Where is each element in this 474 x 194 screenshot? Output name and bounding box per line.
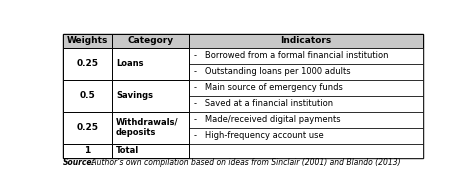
Text: -   Saved at a financial institution: - Saved at a financial institution <box>194 99 334 108</box>
Bar <box>63 34 111 48</box>
Bar <box>189 64 423 80</box>
Bar <box>111 112 189 144</box>
Bar <box>63 112 111 144</box>
Text: -   Outstanding loans per 1000 adults: - Outstanding loans per 1000 adults <box>194 67 351 76</box>
Bar <box>63 80 111 112</box>
Text: -   Made/received digital payments: - Made/received digital payments <box>194 115 341 124</box>
Bar <box>189 112 423 128</box>
Bar <box>63 144 111 158</box>
Text: Loans: Loans <box>116 59 144 68</box>
Text: -   Borrowed from a formal financial institution: - Borrowed from a formal financial insti… <box>194 51 389 60</box>
Text: Total: Total <box>116 146 139 155</box>
Text: 0.5: 0.5 <box>79 91 95 100</box>
Bar <box>111 144 189 158</box>
Text: Category: Category <box>127 36 173 45</box>
Text: Savings: Savings <box>116 91 153 100</box>
Text: -   Main source of emergency funds: - Main source of emergency funds <box>194 83 343 92</box>
Bar <box>189 48 423 64</box>
Text: Weights: Weights <box>66 36 108 45</box>
Bar <box>189 144 423 158</box>
Bar <box>63 34 423 158</box>
Text: Author’s own compilation based on ideas from Sinclair (2001) and Blando (2013): Author’s own compilation based on ideas … <box>90 158 401 167</box>
Bar <box>111 34 189 48</box>
Text: 1: 1 <box>84 146 91 155</box>
Bar <box>189 96 423 112</box>
Bar <box>189 34 423 48</box>
Text: Indicators: Indicators <box>280 36 331 45</box>
Bar <box>111 80 189 112</box>
Bar <box>63 48 111 80</box>
Text: 0.25: 0.25 <box>76 59 98 68</box>
Text: Withdrawals/
deposits: Withdrawals/ deposits <box>116 118 178 137</box>
Text: -   High-frequency account use: - High-frequency account use <box>194 131 324 140</box>
Bar <box>189 128 423 144</box>
Bar <box>189 80 423 96</box>
Text: 0.25: 0.25 <box>76 123 98 132</box>
Text: Source:: Source: <box>63 158 95 167</box>
Bar <box>111 48 189 80</box>
